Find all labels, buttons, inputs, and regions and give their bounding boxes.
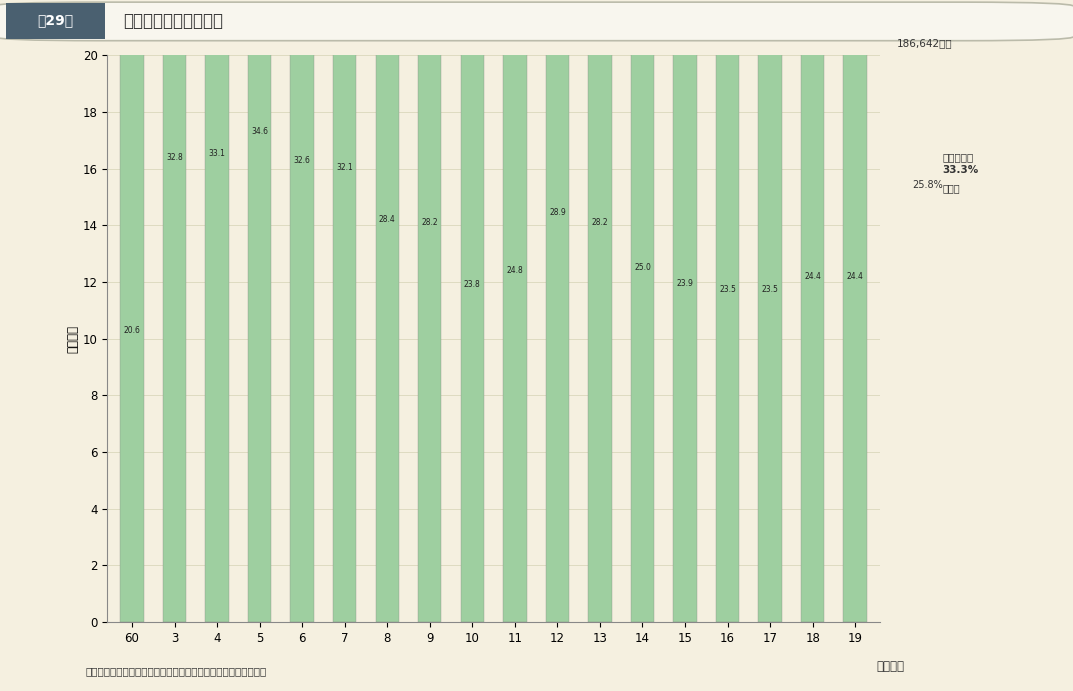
Bar (800, 0, 824, 622)
Bar (843, 0, 867, 622)
Text: 32.6: 32.6 (294, 155, 310, 164)
Bar (376, 0, 399, 622)
Text: 個人分: 個人分 (942, 183, 959, 193)
Text: 20.6: 20.6 (123, 325, 141, 334)
Text: 23.5: 23.5 (719, 285, 736, 294)
Bar (759, 0, 782, 622)
Text: 道府県民税: 道府県民税 (942, 153, 973, 162)
Text: 25.8%: 25.8% (912, 180, 943, 190)
Text: 25.0: 25.0 (634, 263, 651, 272)
Bar (6, 3, 105, 39)
Text: 186,642億円: 186,642億円 (897, 39, 953, 48)
Bar (546, 0, 569, 622)
Bar (716, 0, 739, 622)
Text: 道府県税収入額の推移: 道府県税収入額の推移 (123, 12, 223, 30)
Text: 23.8: 23.8 (464, 281, 481, 290)
Text: （注）　太字の数値は、事業税及び道府県民税の構成比である。: （注） 太字の数値は、事業税及び道府県民税の構成比である。 (86, 667, 267, 676)
Bar (460, 0, 484, 622)
Text: 24.4: 24.4 (847, 272, 864, 281)
Text: 24.8: 24.8 (506, 266, 524, 275)
Bar (291, 0, 313, 622)
Bar (503, 0, 527, 622)
Bar (248, 0, 271, 622)
Text: 28.2: 28.2 (591, 218, 608, 227)
Text: 32.1: 32.1 (336, 162, 353, 171)
Bar (120, 38, 144, 622)
Bar (418, 0, 441, 622)
Bar (674, 0, 696, 622)
Text: 33.1: 33.1 (208, 149, 225, 158)
Bar (205, 0, 229, 622)
Text: （年度）: （年度） (877, 660, 905, 673)
Bar (631, 0, 655, 622)
Text: 28.4: 28.4 (379, 215, 396, 224)
Text: 23.9: 23.9 (677, 279, 693, 288)
FancyBboxPatch shape (0, 2, 1073, 41)
Text: 28.2: 28.2 (422, 218, 438, 227)
Text: 24.4: 24.4 (804, 272, 821, 281)
Y-axis label: （兆円）: （兆円） (67, 325, 79, 352)
Text: 32.8: 32.8 (166, 153, 182, 162)
Text: 34.6: 34.6 (251, 127, 268, 136)
Text: 33.3%: 33.3% (942, 165, 979, 175)
Bar (120, 0, 144, 38)
Bar (163, 0, 187, 622)
Bar (333, 0, 356, 622)
Text: 第29図: 第29図 (38, 14, 74, 28)
Bar (588, 0, 612, 622)
Text: 28.9: 28.9 (549, 208, 565, 217)
Text: 23.5: 23.5 (762, 285, 779, 294)
